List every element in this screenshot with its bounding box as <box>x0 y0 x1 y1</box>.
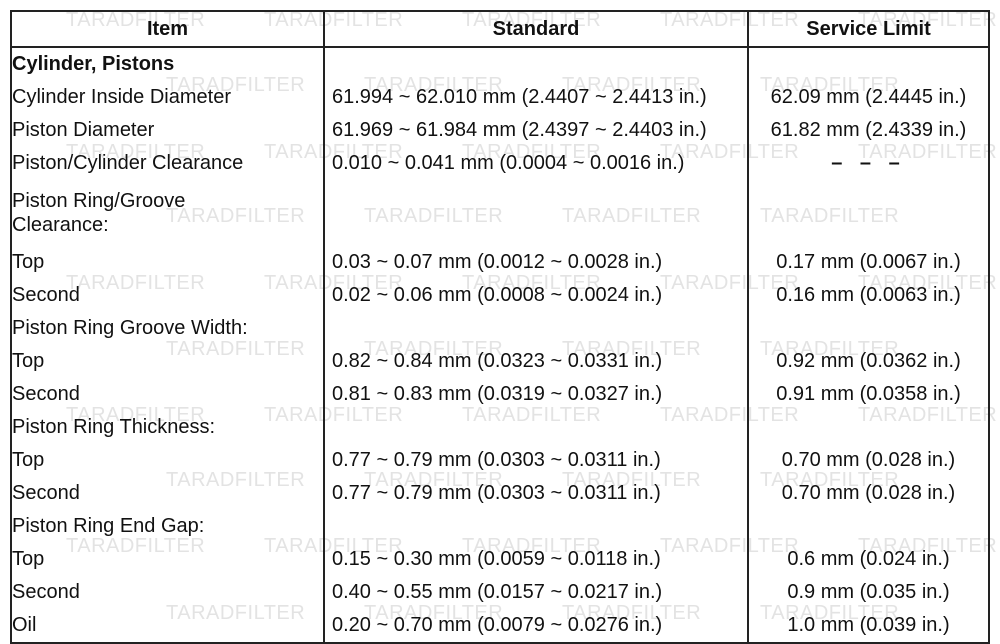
item-cell: Second <box>10 576 325 609</box>
item-cell: Second <box>10 477 325 510</box>
standard-cell: 0.77 ~ 0.79 mm (0.0303 ~ 0.0311 in.) <box>324 444 749 477</box>
service-limit-cell: 0.6 mm (0.024 in.) <box>748 543 990 576</box>
standard-cell <box>324 47 749 81</box>
table-row: Piston Ring Thickness: <box>10 411 990 444</box>
table-row: Second 0.02 ~ 0.06 mm (0.0008 ~ 0.0024 i… <box>10 279 990 312</box>
table-row: Oil 0.20 ~ 0.70 mm (0.0079 ~ 0.0276 in.)… <box>10 609 990 644</box>
service-limit-cell <box>748 510 990 543</box>
column-header-item: Item <box>10 10 325 48</box>
item-cell: Oil <box>10 609 325 644</box>
column-header-service-limit: Service Limit <box>747 10 990 48</box>
item-cell: Top <box>10 444 325 477</box>
item-cell: Cylinder Inside Diameter <box>10 81 325 114</box>
standard-cell: 0.15 ~ 0.30 mm (0.0059 ~ 0.0118 in.) <box>324 543 749 576</box>
standard-cell: 0.81 ~ 0.83 mm (0.0319 ~ 0.0327 in.) <box>324 378 749 411</box>
standard-cell: 0.02 ~ 0.06 mm (0.0008 ~ 0.0024 in.) <box>324 279 749 312</box>
section-heading: Cylinder, Pistons <box>10 47 325 81</box>
item-cell: Piston Ring Thickness: <box>10 411 325 444</box>
standard-cell: 0.82 ~ 0.84 mm (0.0323 ~ 0.0331 in.) <box>324 345 749 378</box>
item-cell: Piston Ring End Gap: <box>10 510 325 543</box>
service-limit-cell: 0.70 mm (0.028 in.) <box>748 477 990 510</box>
service-limit-cell: 0.92 mm (0.0362 in.) <box>748 345 990 378</box>
table-row: Piston/Cylinder Clearance 0.010 ~ 0.041 … <box>10 147 990 180</box>
service-limit-cell <box>748 411 990 444</box>
table-row: Piston Ring/Groove Clearance: <box>10 180 990 246</box>
table-row: Piston Diameter 61.969 ~ 61.984 mm (2.43… <box>10 114 990 147</box>
item-cell: Piston Diameter <box>10 114 325 147</box>
table-row: Piston Ring Groove Width: <box>10 312 990 345</box>
item-cell: Top <box>10 246 325 279</box>
service-limit-cell: 0.9 mm (0.035 in.) <box>748 576 990 609</box>
spec-table: Item Standard Service Limit Cylinder, Pi… <box>10 10 990 644</box>
item-cell: Second <box>10 378 325 411</box>
standard-cell <box>324 411 749 444</box>
table-row: Piston Ring End Gap: <box>10 510 990 543</box>
standard-cell: 0.77 ~ 0.79 mm (0.0303 ~ 0.0311 in.) <box>324 477 749 510</box>
service-limit-cell: 0.16 mm (0.0063 in.) <box>748 279 990 312</box>
item-cell: Piston Ring/Groove Clearance: <box>10 180 325 246</box>
table-row: Second 0.81 ~ 0.83 mm (0.0319 ~ 0.0327 i… <box>10 378 990 411</box>
table-row: Cylinder Inside Diameter 61.994 ~ 62.010… <box>10 81 990 114</box>
table-row: Top 0.15 ~ 0.30 mm (0.0059 ~ 0.0118 in.)… <box>10 543 990 576</box>
standard-cell: 0.40 ~ 0.55 mm (0.0157 ~ 0.0217 in.) <box>324 576 749 609</box>
item-cell: Piston/Cylinder Clearance <box>10 147 325 180</box>
table-row: Cylinder, Pistons <box>10 47 990 81</box>
service-limit-cell: 0.17 mm (0.0067 in.) <box>748 246 990 279</box>
item-cell: Top <box>10 345 325 378</box>
standard-cell <box>324 510 749 543</box>
table-row: Top 0.82 ~ 0.84 mm (0.0323 ~ 0.0331 in.)… <box>10 345 990 378</box>
table-row: Second 0.77 ~ 0.79 mm (0.0303 ~ 0.0311 i… <box>10 477 990 510</box>
item-cell: Top <box>10 543 325 576</box>
table-row: Top 0.77 ~ 0.79 mm (0.0303 ~ 0.0311 in.)… <box>10 444 990 477</box>
header-row: Item Standard Service Limit <box>10 10 990 48</box>
service-limit-cell <box>748 312 990 345</box>
standard-cell: 0.010 ~ 0.041 mm (0.0004 ~ 0.0016 in.) <box>324 147 749 180</box>
service-limit-cell: 0.91 mm (0.0358 in.) <box>748 378 990 411</box>
service-limit-cell: 1.0 mm (0.039 in.) <box>748 609 990 644</box>
service-limit-cell: – – – <box>748 147 990 180</box>
service-limit-cell <box>748 180 990 246</box>
column-header-standard: Standard <box>323 10 749 48</box>
table-row: Top 0.03 ~ 0.07 mm (0.0012 ~ 0.0028 in.)… <box>10 246 990 279</box>
item-cell: Piston Ring Groove Width: <box>10 312 325 345</box>
standard-cell: 61.994 ~ 62.010 mm (2.4407 ~ 2.4413 in.) <box>324 81 749 114</box>
standard-cell <box>324 180 749 246</box>
table-row: Second 0.40 ~ 0.55 mm (0.0157 ~ 0.0217 i… <box>10 576 990 609</box>
service-limit-cell: 62.09 mm (2.4445 in.) <box>748 81 990 114</box>
item-cell: Second <box>10 279 325 312</box>
service-limit-cell: 0.70 mm (0.028 in.) <box>748 444 990 477</box>
standard-cell <box>324 312 749 345</box>
standard-cell: 0.20 ~ 0.70 mm (0.0079 ~ 0.0276 in.) <box>324 609 749 644</box>
item-label: Piston Ring/Groove Clearance: <box>12 190 186 236</box>
service-limit-cell: 61.82 mm (2.4339 in.) <box>748 114 990 147</box>
standard-cell: 61.969 ~ 61.984 mm (2.4397 ~ 2.4403 in.) <box>324 114 749 147</box>
standard-cell: 0.03 ~ 0.07 mm (0.0012 ~ 0.0028 in.) <box>324 246 749 279</box>
service-limit-cell <box>748 47 990 81</box>
